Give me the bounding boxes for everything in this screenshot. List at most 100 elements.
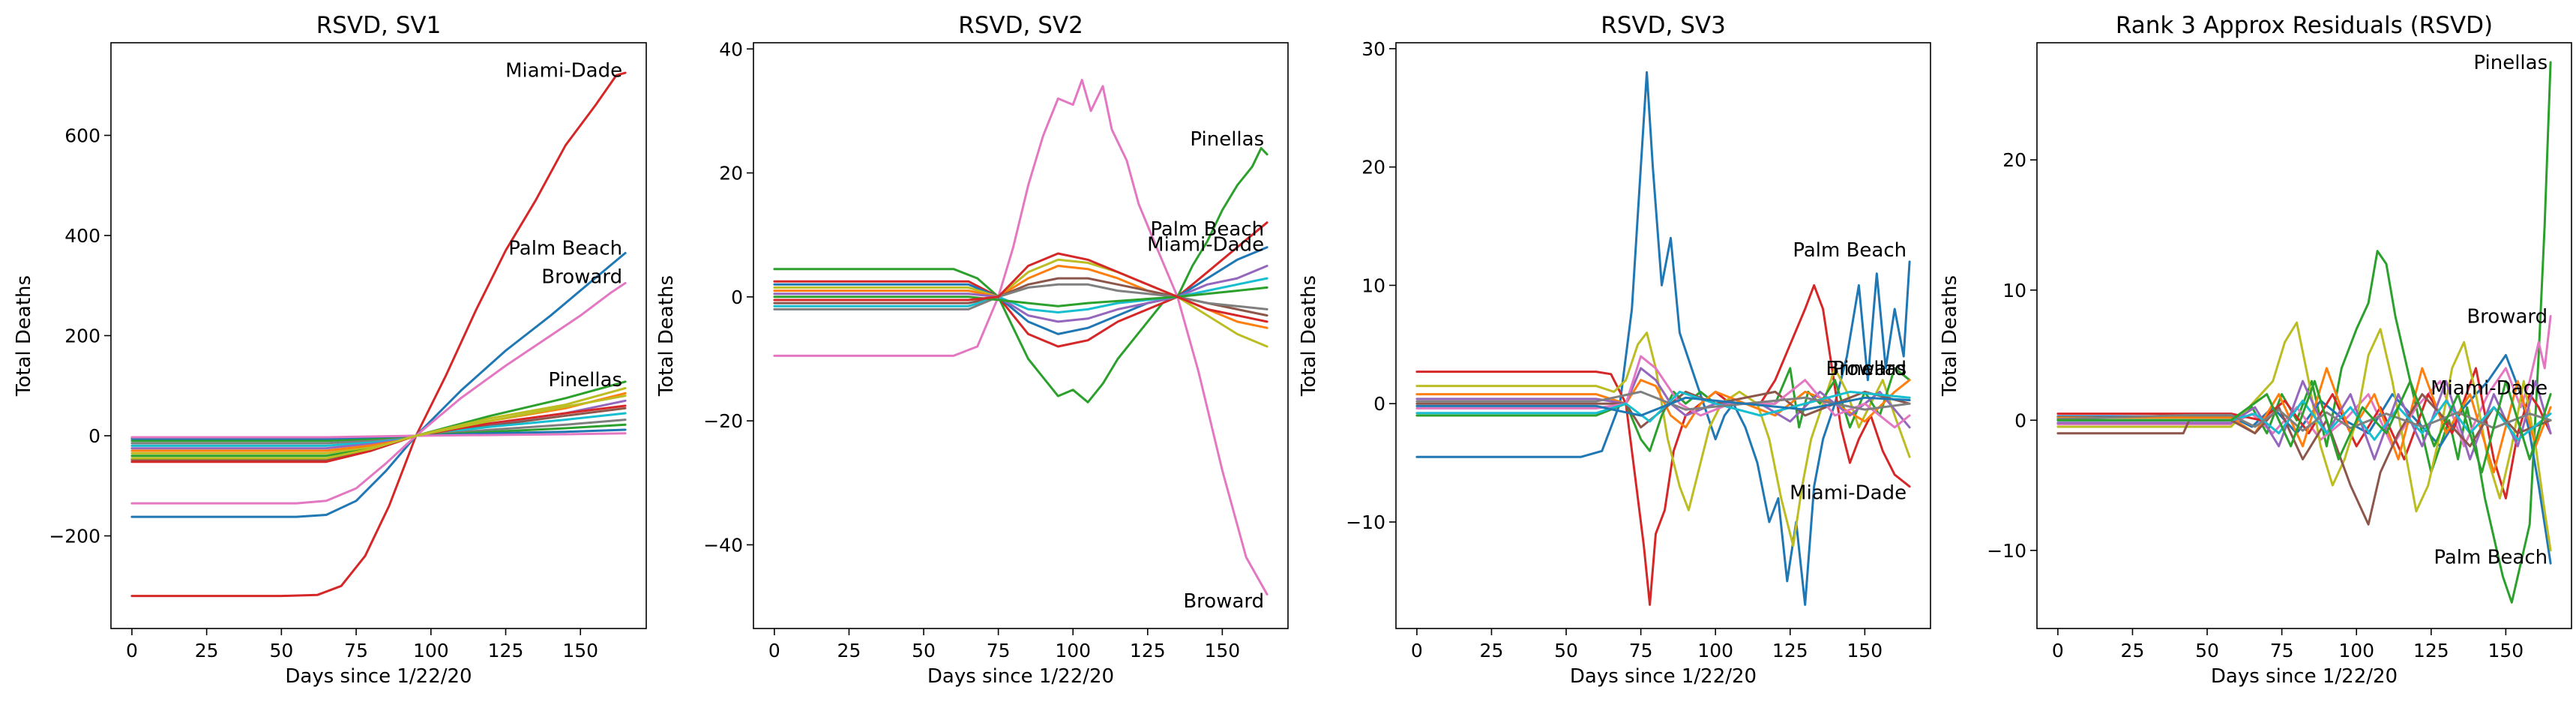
y-tick-label: 20 bbox=[1361, 157, 1385, 178]
x-tick-label: 75 bbox=[987, 640, 1011, 662]
series-annotation: Miami-Dade bbox=[1790, 482, 1907, 505]
x-tick-label: 75 bbox=[2270, 640, 2294, 662]
x-tick-label: 0 bbox=[768, 640, 780, 662]
series-group bbox=[130, 71, 627, 598]
series-annotation: Broward bbox=[1183, 590, 1264, 613]
x-tick-label: 125 bbox=[1772, 640, 1808, 662]
series-group bbox=[1415, 70, 1911, 606]
x-axis-label: Days since 1/22/20 bbox=[1570, 665, 1757, 688]
series-line-1 bbox=[1415, 70, 1911, 606]
y-tick-label: −10 bbox=[1346, 512, 1385, 533]
y-tick-label: 200 bbox=[64, 326, 100, 347]
series-annotation: Palm Beach bbox=[2434, 547, 2548, 569]
y-tick-label: 0 bbox=[2014, 410, 2026, 431]
x-tick-label: 50 bbox=[269, 640, 293, 662]
series-annotation: Pinellas bbox=[2473, 52, 2548, 74]
series-line-1 bbox=[130, 71, 627, 598]
series-annotation: Broward bbox=[541, 266, 622, 289]
x-tick-label: 0 bbox=[1411, 640, 1423, 662]
x-tick-label: 100 bbox=[2338, 640, 2374, 662]
y-tick-label: −10 bbox=[1987, 540, 2026, 562]
x-axis-label: Days since 1/22/20 bbox=[2211, 665, 2398, 688]
x-tick-label: 0 bbox=[2052, 640, 2064, 662]
series-group bbox=[2056, 61, 2552, 604]
x-tick-label: 125 bbox=[2413, 640, 2449, 662]
y-tick-label: 30 bbox=[1361, 38, 1385, 60]
series-annotation: Broward bbox=[2467, 305, 2548, 328]
y-tick-label: 40 bbox=[719, 38, 743, 60]
series-line-3 bbox=[2056, 315, 2552, 448]
y-tick-label: 0 bbox=[731, 286, 743, 308]
series-group bbox=[773, 79, 1269, 596]
y-tick-label: 0 bbox=[1373, 393, 1385, 415]
chart-title: Rank 3 Approx Residuals (RSVD) bbox=[2116, 12, 2493, 39]
series-line-2 bbox=[130, 251, 627, 518]
series-line-8 bbox=[1415, 355, 1911, 429]
x-tick-label: 100 bbox=[413, 640, 449, 662]
series-annotation: Palm Beach bbox=[1793, 239, 1907, 262]
y-tick-label: 10 bbox=[1361, 274, 1385, 296]
series-annotation: Palm Beach bbox=[508, 238, 622, 260]
series-line-1 bbox=[773, 79, 1269, 596]
chart-panel-2: 0 25 50 75 100 125 150 −40 −20 0 20 40 RSVD, SV2 Days… bbox=[655, 12, 1289, 688]
y-tick-label: 20 bbox=[719, 163, 743, 184]
series-line-12 bbox=[773, 252, 1269, 323]
y-axis-label: Total Deaths bbox=[13, 275, 35, 397]
x-tick-label: 50 bbox=[2195, 640, 2219, 662]
y-tick-label: 400 bbox=[64, 225, 100, 247]
series-line-14 bbox=[130, 432, 627, 439]
x-tick-label: 50 bbox=[1554, 640, 1578, 662]
y-tick-label: 10 bbox=[2002, 280, 2026, 302]
chart-title: RSVD, SV2 bbox=[958, 12, 1083, 39]
series-annotation: Miami-Dade bbox=[505, 60, 622, 82]
chart-panel-1: 0 25 50 75 100 125 150 −200 0 200 400 600 RSVD, SV1 D… bbox=[13, 12, 647, 688]
series-annotation: Palm Beach bbox=[1150, 218, 1264, 241]
x-tick-label: 25 bbox=[1480, 640, 1504, 662]
plot-frame bbox=[753, 42, 1289, 629]
series-line-11 bbox=[2056, 380, 2552, 474]
x-tick-label: 75 bbox=[344, 640, 368, 662]
chart-title: RSVD, SV1 bbox=[316, 12, 442, 39]
x-tick-label: 100 bbox=[1697, 640, 1733, 662]
series-line-10 bbox=[773, 283, 1269, 310]
chart-panel-3: 0 25 50 75 100 125 150 −10 0 10 20 30 RSVD, SV3 Days … bbox=[1298, 12, 1931, 688]
series-line-3 bbox=[130, 281, 627, 505]
x-tick-label: 150 bbox=[2488, 640, 2524, 662]
series-annotation: Miami-Dade bbox=[1147, 234, 1264, 256]
x-tick-label: 25 bbox=[837, 640, 861, 662]
series-annotation: Pinellas bbox=[1190, 128, 1264, 151]
chart-panel-4: 0 25 50 75 100 125 150 −10 0 10 20 Rank 3 Approx Re… bbox=[1939, 12, 2572, 688]
series-line-1 bbox=[2056, 61, 2552, 604]
y-axis-label: Total Deaths bbox=[655, 275, 678, 397]
x-tick-label: 50 bbox=[912, 640, 936, 662]
series-line-5 bbox=[2056, 321, 2552, 552]
series-line-15 bbox=[130, 394, 627, 460]
series-annotation: Miami-Dade bbox=[2431, 377, 2548, 400]
y-tick-label: 0 bbox=[88, 425, 100, 447]
series-annotation: Pinellas bbox=[1832, 358, 1907, 380]
plot-frame bbox=[2036, 42, 2572, 629]
series-annotation: Broward bbox=[1826, 358, 1907, 380]
x-axis-label: Days since 1/22/20 bbox=[285, 665, 472, 688]
y-axis-label: Total Deaths bbox=[1939, 275, 1961, 397]
x-tick-label: 150 bbox=[1205, 640, 1241, 662]
x-tick-label: 150 bbox=[1847, 640, 1883, 662]
x-tick-label: 125 bbox=[488, 640, 524, 662]
x-tick-label: 0 bbox=[126, 640, 138, 662]
x-tick-label: 25 bbox=[2121, 640, 2145, 662]
x-tick-label: 75 bbox=[1629, 640, 1653, 662]
y-tick-label: −200 bbox=[49, 526, 100, 548]
series-line-2 bbox=[1415, 284, 1911, 606]
y-tick-label: 20 bbox=[2002, 149, 2026, 171]
plot-frame bbox=[1395, 42, 1931, 629]
chart-title: RSVD, SV3 bbox=[1601, 12, 1726, 39]
series-annotation: Pinellas bbox=[548, 369, 622, 392]
y-axis-label: Total Deaths bbox=[1298, 275, 1320, 397]
series-line-10 bbox=[1415, 390, 1911, 411]
series-line-5 bbox=[1415, 379, 1911, 429]
x-tick-label: 25 bbox=[195, 640, 219, 662]
y-tick-label: 600 bbox=[64, 124, 100, 146]
x-tick-label: 125 bbox=[1130, 640, 1166, 662]
y-tick-label: −20 bbox=[703, 410, 743, 432]
